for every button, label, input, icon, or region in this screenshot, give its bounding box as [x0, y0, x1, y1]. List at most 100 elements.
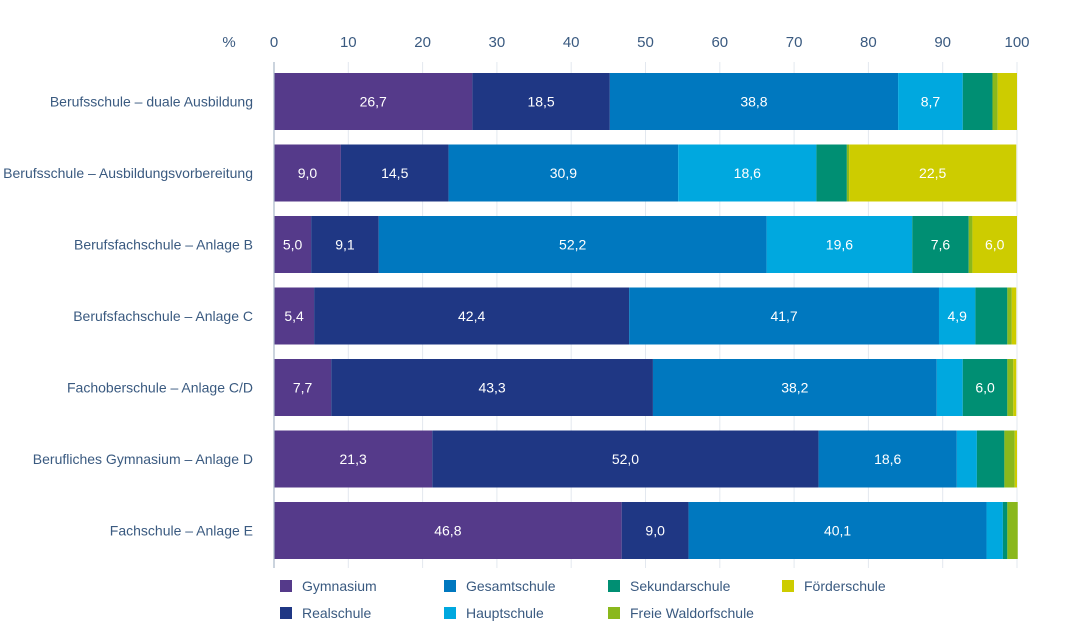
data-label: 4,9 [947, 308, 967, 324]
bar-segment [849, 144, 1017, 202]
x-tick-label: 60 [711, 34, 728, 51]
category-label: Berufsschule – Ausbildungsvorbereitung [3, 165, 253, 181]
unit-label: % [222, 34, 235, 51]
data-label: 26,7 [360, 94, 387, 110]
data-label: 9,0 [298, 165, 318, 181]
data-label: 18,6 [874, 451, 901, 467]
data-label: 14,5 [381, 165, 408, 181]
legend-item-gesamtschule: Gesamtschule [444, 578, 555, 594]
data-label: 21,3 [340, 451, 367, 467]
x-tick-label: 20 [414, 34, 431, 51]
x-tick-label: 40 [563, 34, 580, 51]
bar-segment [378, 216, 767, 273]
data-label: 22,5 [919, 165, 946, 181]
data-label: 46,8 [434, 523, 461, 539]
bar-segment [1013, 359, 1017, 416]
bar-segment [314, 287, 630, 345]
legend-swatch [444, 607, 456, 619]
data-label: 43,3 [478, 380, 505, 396]
bar-segment [331, 359, 653, 416]
data-label: 8,7 [921, 94, 941, 110]
bar-segment [818, 430, 957, 488]
data-label: 18,5 [527, 94, 554, 110]
bar-segment [472, 73, 610, 130]
bar-segment [976, 430, 1005, 488]
bar-segment [274, 216, 312, 273]
data-label: 9,0 [645, 523, 665, 539]
data-label: 6,0 [975, 380, 995, 396]
legend-swatch [280, 607, 292, 619]
x-tick-label: 100 [1004, 34, 1029, 51]
legend-swatch [608, 580, 620, 592]
data-label: 38,2 [781, 380, 808, 396]
bar-segment [621, 502, 689, 559]
legend-item-foerderschule: Förderschule [782, 578, 886, 594]
bar-segment [340, 144, 449, 202]
category-label: Berufliches Gymnasium – Anlage D [33, 451, 253, 467]
bars: 26,7 18,5 38,8 8,7 9,0 14,5 30,9 18,6 22,5 5,0 9,1… [274, 73, 1018, 559]
bar-segment [678, 144, 817, 202]
x-tick-label: 10 [340, 34, 357, 51]
legend-label: Sekundarschule [630, 578, 731, 594]
legend-label: Gesamtschule [466, 578, 556, 594]
data-label: 30,9 [550, 165, 577, 181]
bar-segment [766, 216, 913, 273]
bar-segment [609, 73, 899, 130]
legend-label: Realschule [302, 605, 372, 621]
bar-segment [432, 430, 819, 488]
bar-segment [1002, 502, 1008, 559]
data-label: 9,1 [335, 237, 355, 253]
x-tick-label: 0 [270, 34, 278, 51]
bar-segment [956, 430, 977, 488]
bar-segment [968, 216, 973, 273]
data-label: 38,8 [740, 94, 767, 110]
category-label: Fachoberschule – Anlage C/D [67, 380, 253, 396]
bar-segment [816, 144, 847, 202]
data-label: 5,4 [284, 308, 304, 324]
category-labels: Berufsschule – duale Ausbildung Berufssch… [3, 94, 253, 539]
legend-swatch [444, 580, 456, 592]
data-label: 5,0 [283, 237, 303, 253]
category-label: Fachschule – Anlage E [110, 523, 253, 539]
bar-segment [962, 73, 993, 130]
x-tick-labels: 0 10 20 30 40 50 60 70 80 90 100% [222, 34, 1029, 51]
legend-swatch [280, 580, 292, 592]
bar-segment [274, 430, 433, 488]
legend-item-freie-waldorfschule: Freie Waldorfschule [608, 605, 754, 621]
bar-segment [1011, 287, 1017, 345]
data-label: 7,6 [931, 237, 951, 253]
legend-label: Hauptschule [466, 605, 544, 621]
data-label: 42,4 [458, 308, 485, 324]
legend-item-sekundarschule: Sekundarschule [608, 578, 730, 594]
data-label: 40,1 [824, 523, 851, 539]
data-label: 52,0 [612, 451, 639, 467]
bar-segment [274, 144, 341, 202]
data-label: 41,7 [770, 308, 797, 324]
legend-swatch [782, 580, 794, 592]
bar-segment [311, 216, 379, 273]
bar-segment [274, 359, 332, 416]
category-label: Berufsschule – duale Ausbildung [50, 94, 253, 110]
bar-segment [986, 502, 1003, 559]
x-tick-label: 30 [489, 34, 506, 51]
data-label: 52,2 [559, 237, 586, 253]
bar-segment [448, 144, 679, 202]
x-tick-label: 50 [637, 34, 654, 51]
category-label: Berufsfachschule – Anlage C [73, 308, 253, 324]
bar-segment [1007, 502, 1018, 559]
category-label: Berufsfachschule – Anlage B [74, 237, 253, 253]
legend-item-gymnasium: Gymnasium [280, 578, 377, 594]
legend-swatch [608, 607, 620, 619]
bar-segment [274, 73, 473, 130]
bar-segment [962, 359, 1008, 416]
legend-label: Freie Waldorfschule [630, 605, 754, 621]
legend-item-hauptschule: Hauptschule [444, 605, 544, 621]
bar-segment [1007, 359, 1014, 416]
bar-segment [912, 216, 969, 273]
data-label: 6,0 [985, 237, 1005, 253]
bar-segment [274, 287, 315, 345]
bar-segment [972, 216, 1017, 273]
bar-segment [846, 144, 850, 202]
bar-segment [688, 502, 987, 559]
